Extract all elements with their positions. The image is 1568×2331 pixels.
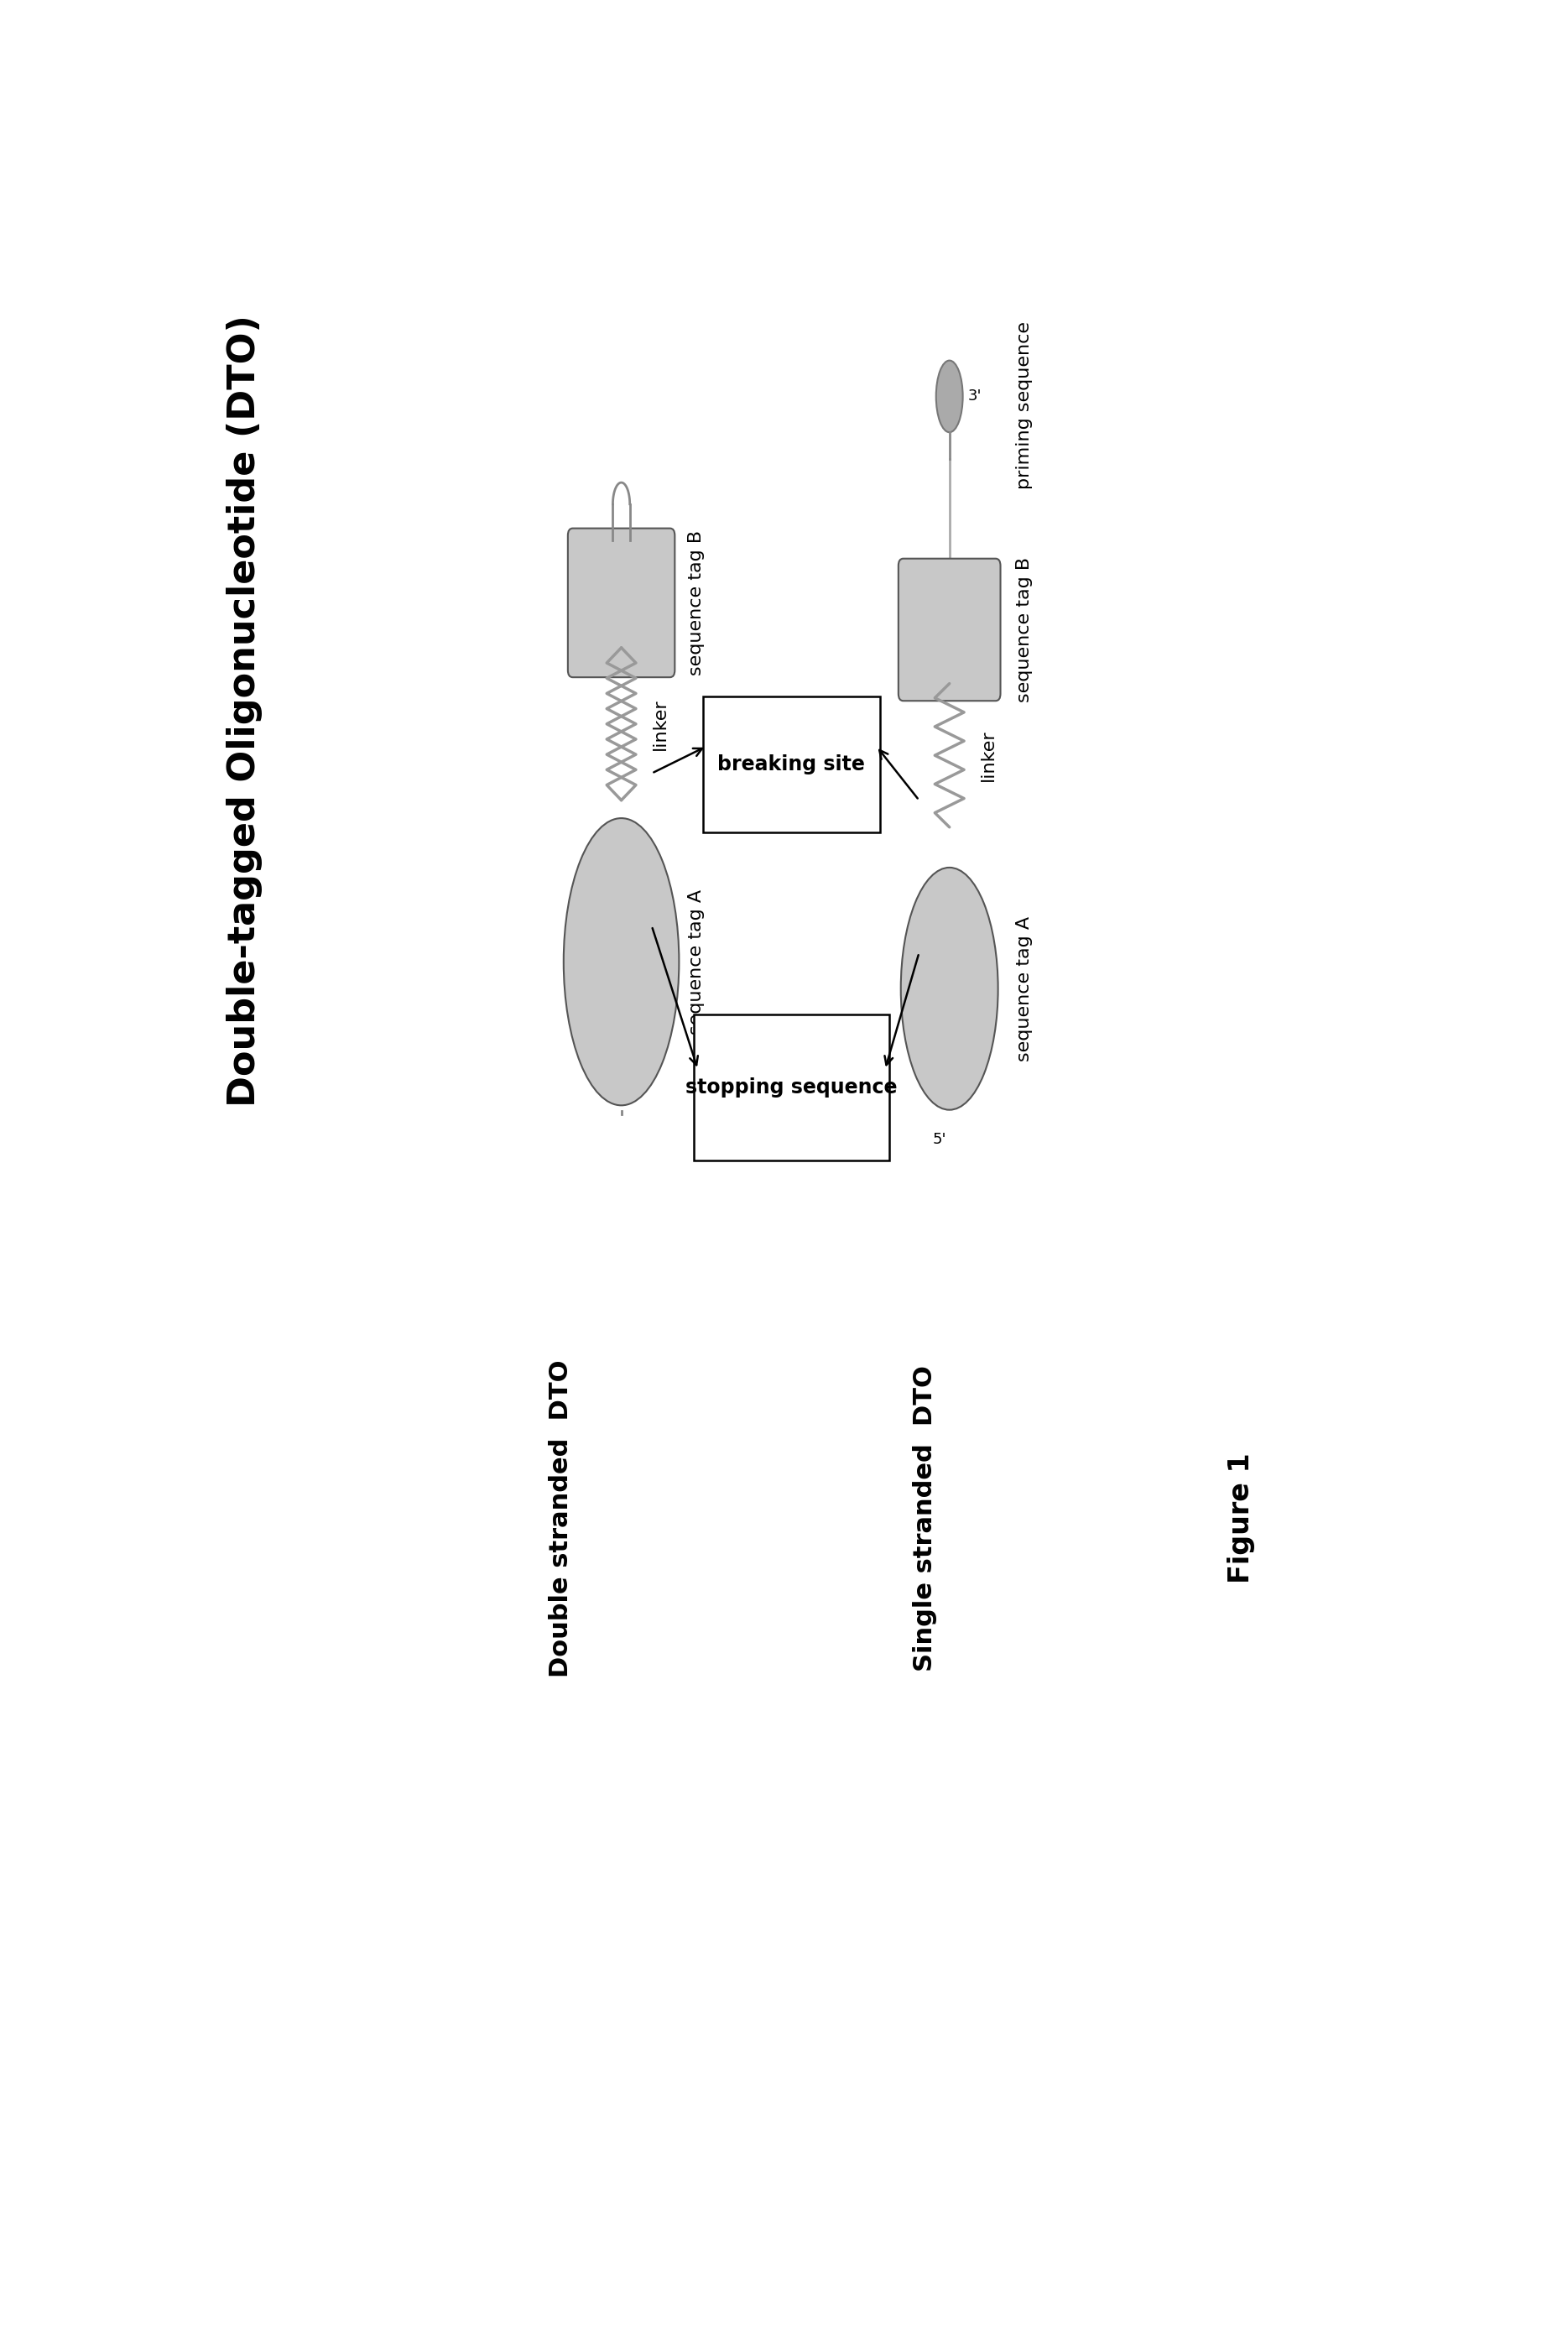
Text: stopping sequence: stopping sequence [685, 1077, 897, 1098]
Ellipse shape [563, 818, 679, 1105]
Text: Double-tagged Oligonucleotide (DTO): Double-tagged Oligonucleotide (DTO) [226, 315, 263, 1107]
Text: linker: linker [652, 697, 668, 751]
Text: sequence tag B: sequence tag B [1016, 557, 1033, 702]
FancyBboxPatch shape [693, 1014, 889, 1161]
FancyBboxPatch shape [568, 529, 674, 678]
Text: Figure 1: Figure 1 [1228, 1452, 1254, 1583]
Text: priming sequence: priming sequence [1016, 322, 1033, 490]
Text: Double stranded  DTO: Double stranded DTO [549, 1359, 572, 1676]
FancyBboxPatch shape [898, 559, 1000, 702]
Ellipse shape [900, 867, 999, 1110]
Ellipse shape [936, 361, 963, 431]
Text: linker: linker [980, 730, 997, 781]
Text: Single stranded  DTO: Single stranded DTO [913, 1366, 938, 1671]
Text: breaking site: breaking site [718, 755, 866, 774]
Text: 3': 3' [967, 389, 982, 403]
FancyBboxPatch shape [702, 697, 880, 832]
Text: sequence tag A: sequence tag A [688, 888, 706, 1035]
Text: sequence tag B: sequence tag B [688, 529, 706, 676]
Text: sequence tag A: sequence tag A [1016, 916, 1033, 1061]
Text: 5': 5' [933, 1133, 947, 1147]
